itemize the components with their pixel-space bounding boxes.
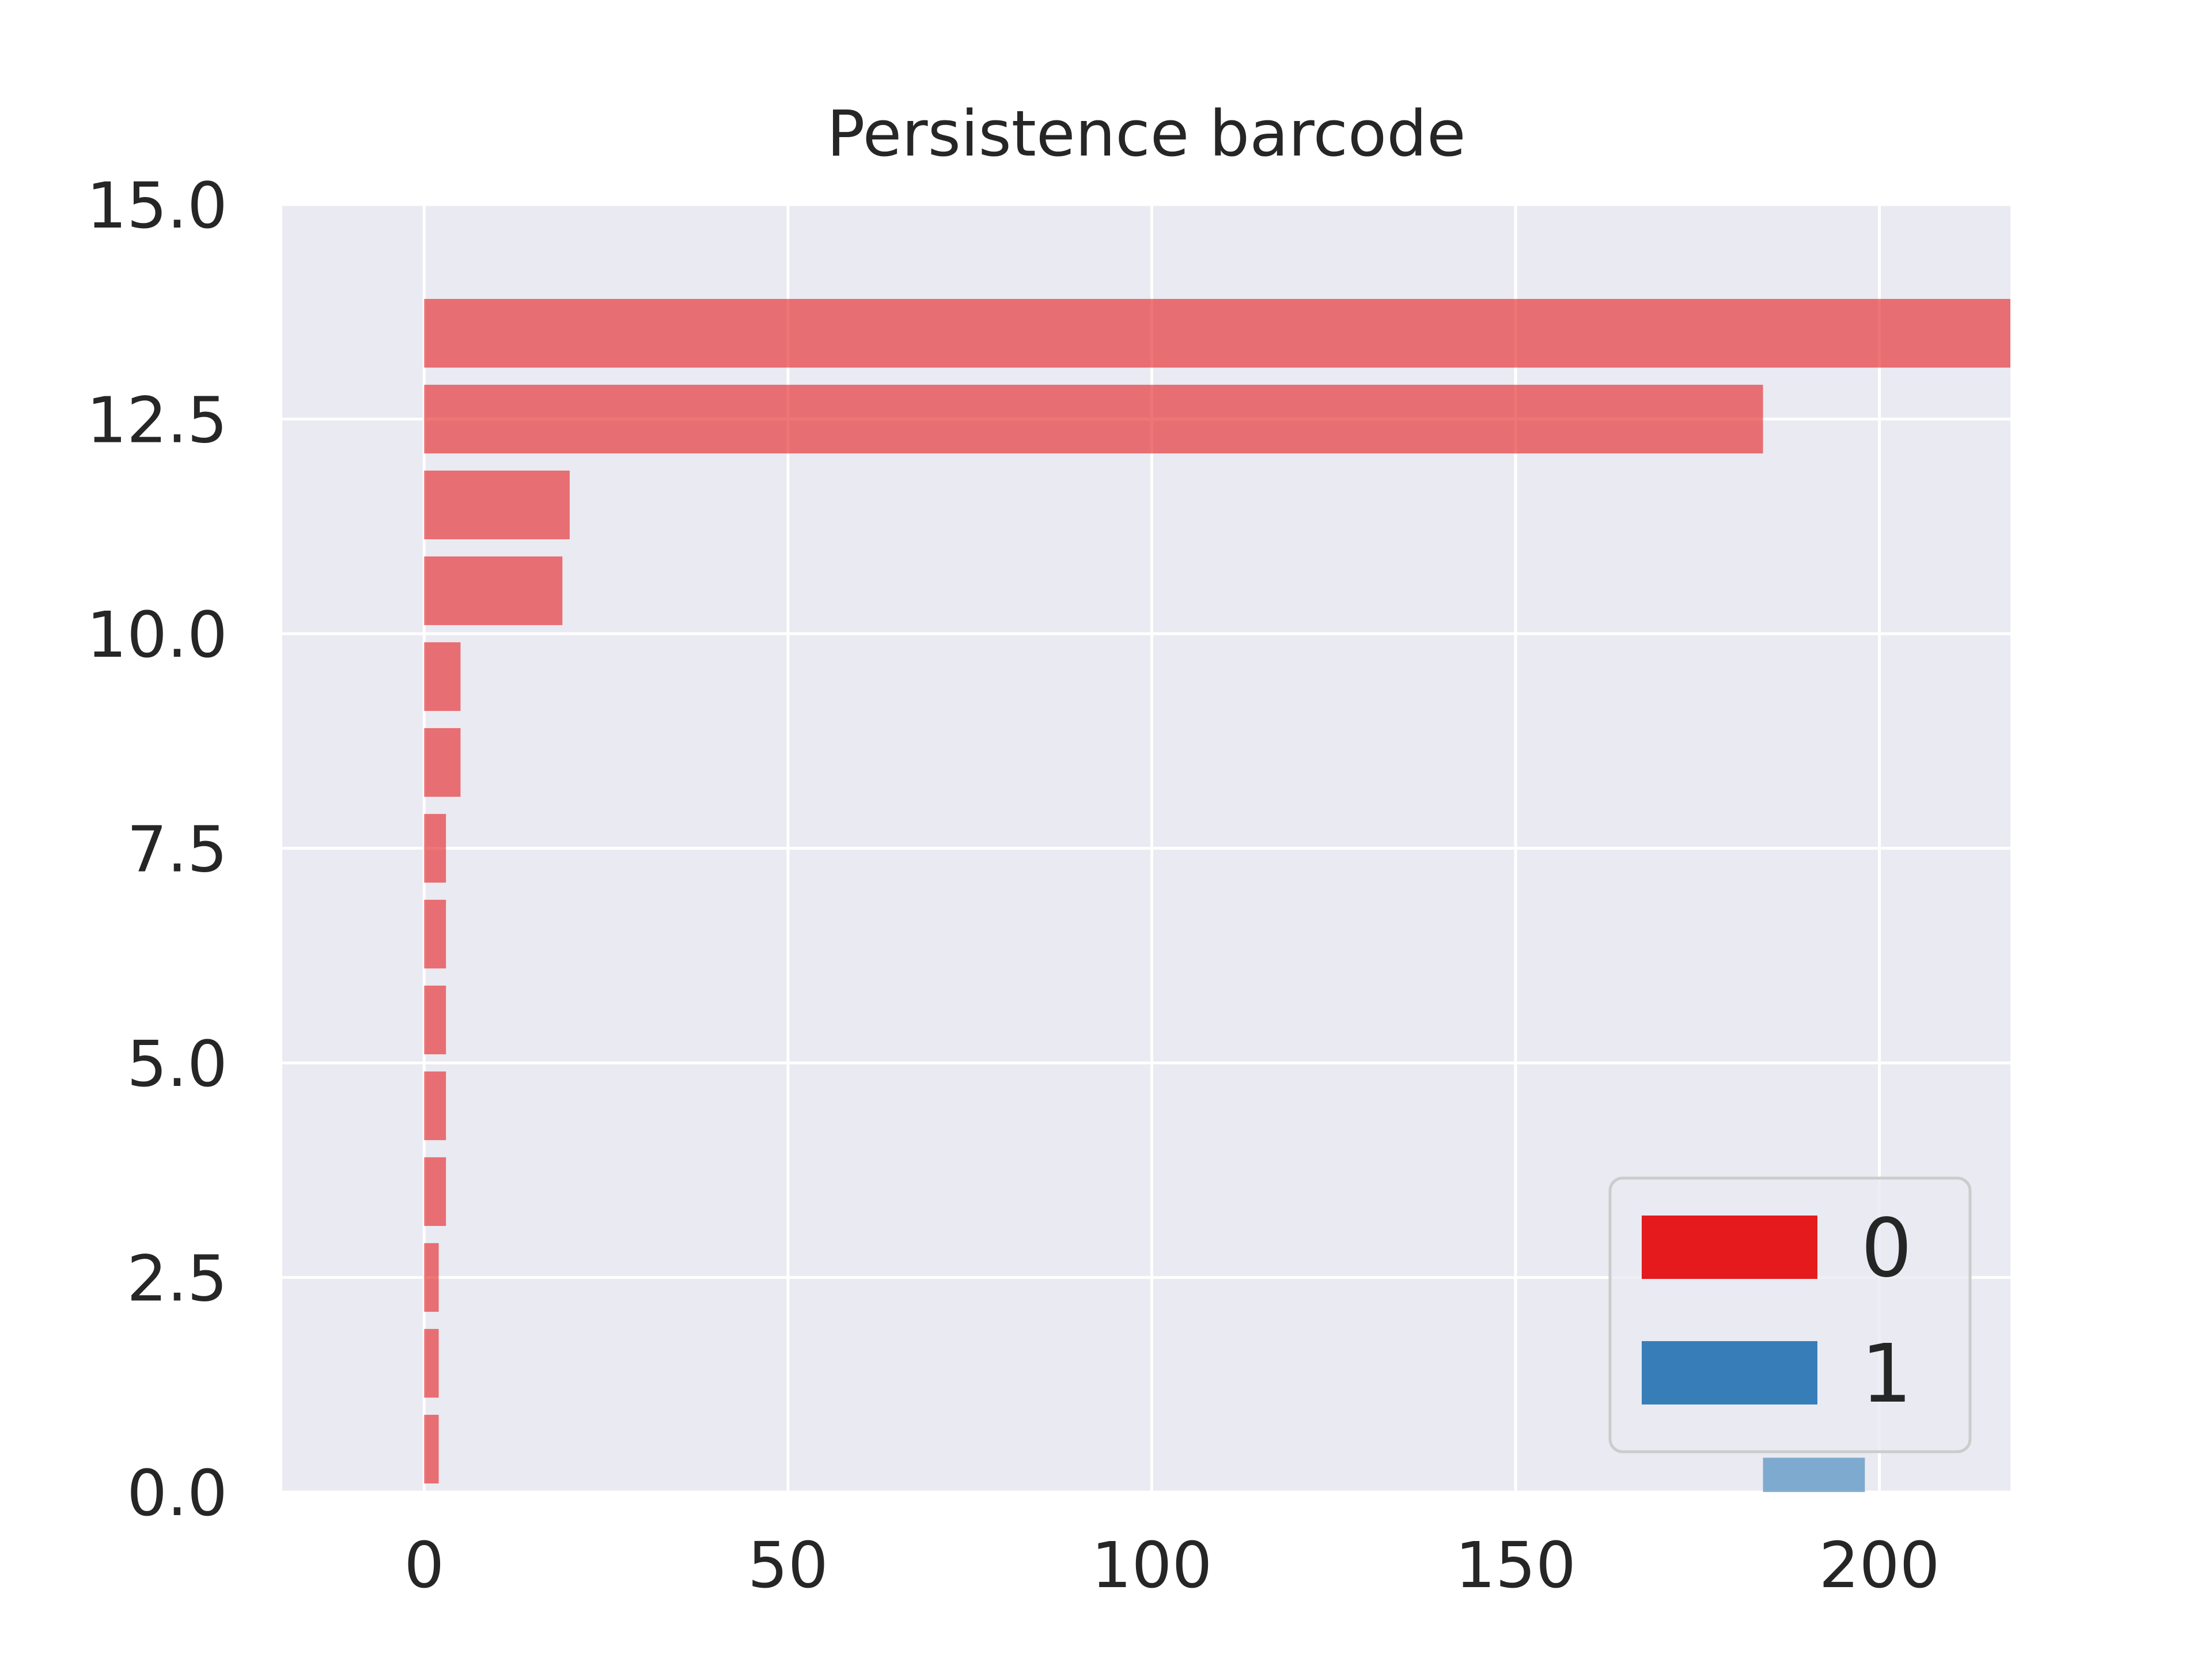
x-tick-label: 0 [404,1528,444,1602]
x-tick-label: 50 [748,1528,828,1602]
bars [424,298,2010,1492]
x-tick-label: 100 [1091,1528,1212,1602]
bar-dim-0 [424,1243,439,1312]
bar-dim-0 [424,1157,446,1226]
bar-dim-0 [424,1414,439,1484]
y-tick-label: 12.5 [86,384,228,457]
bar-dim-0 [424,470,570,540]
bar-dim-1 [1763,1457,1865,1492]
y-tick-label: 5.0 [127,1027,228,1101]
legend-swatch-1 [1642,1341,1817,1404]
legend-label-1: 1 [1861,1327,1912,1421]
x-axis-tick-labels: 0 50 100 150 200 [404,1528,1940,1602]
bar-dim-0 [424,556,563,626]
bar-dim-0 [424,899,446,969]
bar-dim-0 [424,728,461,797]
bar-dim-0 [424,1071,446,1141]
bar-dim-0 [424,642,461,711]
y-tick-label: 10.0 [86,598,228,672]
x-tick-label: 150 [1455,1528,1576,1602]
bar-dim-0 [424,298,2010,368]
bar-dim-0 [424,985,446,1055]
x-tick-label: 200 [1819,1528,1940,1602]
y-tick-label: 0.0 [127,1456,228,1530]
bar-dim-0 [424,384,1763,454]
bar-dim-0 [424,813,446,883]
bar-dim-0 [424,1328,439,1398]
chart-title: Persistence barcode [827,97,1465,171]
y-tick-label: 2.5 [127,1242,228,1316]
legend: 01 [1608,1176,1972,1453]
legend-label-0: 0 [1861,1202,1912,1296]
legend-swatch-0 [1642,1216,1817,1279]
y-tick-label: 7.5 [127,813,228,887]
y-tick-label: 15.0 [86,169,228,243]
y-axis-tick-labels: 0.0 2.5 5.0 7.5 10.0 12.5 15.0 [86,169,228,1530]
